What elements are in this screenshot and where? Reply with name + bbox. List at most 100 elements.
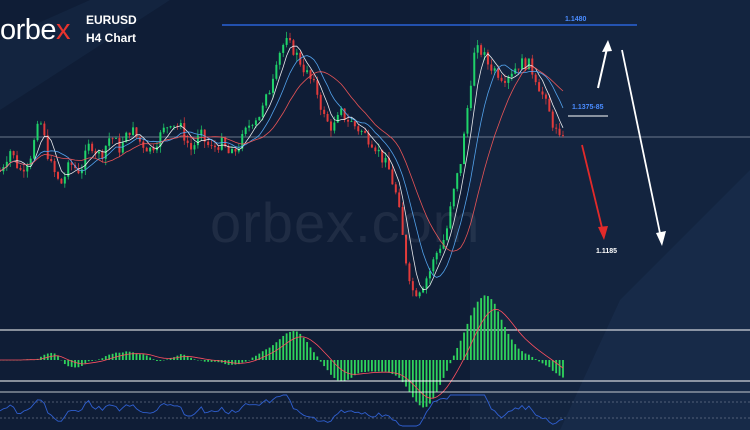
histogram-bar: [490, 299, 493, 360]
candle: [336, 112, 339, 124]
histogram-bar: [186, 355, 189, 360]
candle: [490, 59, 493, 75]
candle: [63, 172, 66, 188]
candle: [162, 123, 165, 135]
histogram-bar: [313, 352, 315, 360]
histogram-bar: [541, 360, 544, 364]
histogram-bar: [374, 360, 377, 372]
candle: [118, 133, 121, 158]
candle: [282, 43, 285, 58]
brand-main: orbe: [0, 14, 57, 46]
candle: [561, 130, 564, 138]
histogram-bar: [80, 360, 83, 366]
histogram-bar: [84, 360, 87, 364]
histogram-bar: [449, 360, 452, 364]
candle: [418, 291, 421, 299]
histogram-bar: [446, 360, 448, 371]
candle: [360, 129, 363, 136]
histogram-bar: [357, 360, 360, 374]
candle: [227, 144, 230, 154]
candle: [295, 48, 298, 62]
candle: [401, 202, 404, 236]
candle: [220, 133, 223, 151]
histogram-bar: [497, 311, 500, 360]
candle: [190, 136, 193, 156]
histogram-bar: [74, 360, 76, 368]
histogram-bar: [207, 360, 210, 362]
histogram-bar: [255, 355, 257, 360]
candle: [405, 234, 408, 266]
candle: [384, 152, 387, 168]
candle: [115, 136, 118, 139]
histogram-bar: [388, 360, 390, 373]
histogram-bar: [439, 360, 442, 385]
histogram-bar: [514, 344, 517, 360]
histogram-bar: [336, 360, 339, 381]
candle: [486, 49, 489, 70]
candle: [432, 257, 435, 277]
candle: [67, 160, 70, 180]
candle: [323, 106, 326, 118]
histogram-bar: [43, 354, 46, 360]
candle: [302, 58, 305, 77]
candle: [169, 125, 172, 129]
histogram-bar: [166, 359, 169, 360]
histogram-bar: [282, 335, 285, 360]
candle: [12, 150, 15, 159]
candle: [408, 261, 411, 285]
candle: [9, 149, 12, 167]
candle: [166, 126, 169, 134]
timeframe-label: H4 Chart: [86, 31, 137, 45]
histogram-bar: [469, 315, 472, 360]
candle: [46, 129, 49, 161]
histogram-bar: [551, 360, 554, 371]
candle: [387, 151, 390, 170]
candle: [329, 119, 332, 137]
target-level-label: 1.1185: [596, 248, 618, 255]
candle: [57, 171, 60, 181]
histogram-bar: [493, 303, 496, 360]
histogram-bar: [98, 359, 100, 360]
candle: [558, 122, 561, 137]
candle: [500, 74, 503, 83]
candle: [278, 51, 281, 70]
candle: [87, 139, 90, 155]
candle: [452, 188, 455, 210]
histogram-bar: [330, 360, 332, 375]
histogram-bar: [326, 360, 329, 371]
candle: [370, 140, 373, 149]
candle: [91, 141, 94, 154]
histogram-bar: [463, 332, 465, 360]
histogram-bar: [149, 357, 152, 360]
histogram-bar: [292, 331, 295, 360]
candle: [234, 147, 237, 156]
histogram-bar: [142, 354, 145, 360]
candle: [179, 119, 182, 130]
candle: [415, 288, 418, 297]
histogram-bar: [429, 360, 431, 404]
candle: [43, 121, 46, 138]
histogram-bar: [316, 356, 319, 360]
arrow-up: [597, 40, 612, 89]
candle: [503, 74, 506, 87]
watermark: orbex.com: [210, 191, 481, 254]
candle: [538, 78, 541, 92]
histogram-bar: [138, 354, 141, 360]
candle: [275, 61, 278, 81]
candle: [398, 188, 401, 208]
candle: [343, 108, 346, 123]
histogram-bar: [367, 360, 370, 372]
histogram-bar: [183, 354, 186, 360]
histogram-bar: [483, 295, 486, 360]
histogram-bar: [391, 360, 394, 375]
histogram-bar: [377, 360, 380, 372]
candle: [326, 111, 329, 123]
candle: [97, 149, 100, 160]
histogram-bar: [152, 359, 155, 360]
candle: [510, 69, 513, 81]
histogram-bar: [435, 360, 438, 392]
candle: [29, 155, 32, 170]
candle: [53, 158, 56, 177]
